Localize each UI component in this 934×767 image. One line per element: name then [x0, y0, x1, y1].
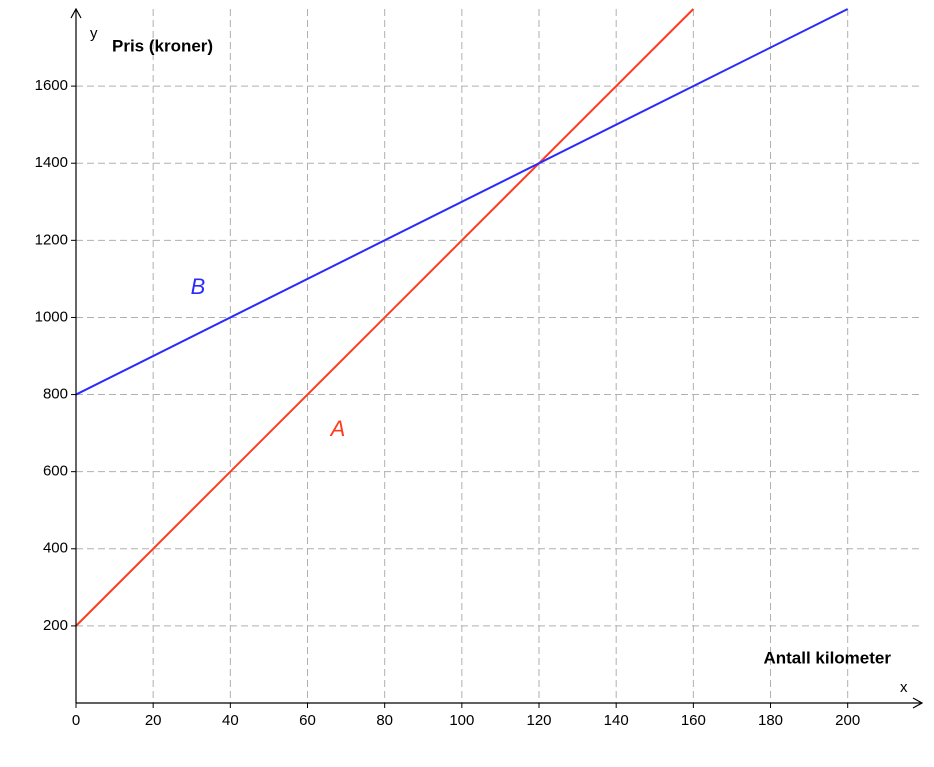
- x-tick-label: 140: [604, 712, 629, 729]
- x-tick-label: 0: [72, 712, 80, 729]
- y-arrow: [70, 7, 82, 19]
- y-axis-name: y: [90, 25, 98, 42]
- y-tick-label: 600: [43, 463, 68, 480]
- x-tick-label: 20: [145, 712, 162, 729]
- x-tick-label: 200: [835, 712, 860, 729]
- x-arrow: [912, 697, 924, 709]
- y-tick-label: 1600: [35, 77, 68, 94]
- y-tick-label: 1200: [35, 231, 68, 248]
- x-tick-label: 40: [222, 712, 239, 729]
- y-tick-label: 1400: [35, 154, 68, 171]
- y-tick-label: 400: [43, 540, 68, 557]
- x-axis-title: Antall kilometer: [763, 648, 891, 667]
- x-tick-label: 160: [681, 712, 706, 729]
- line: [75, 8, 849, 396]
- y-axis-title: Pris (kroner): [112, 36, 213, 55]
- x-axis-name: x: [900, 679, 908, 696]
- y-tick-label: 800: [43, 386, 68, 403]
- legend-label: A: [329, 416, 346, 441]
- plot: [75, 8, 849, 627]
- grid: [71, 9, 921, 708]
- x-tick-label: 80: [376, 712, 393, 729]
- y-tick-label: 1000: [35, 308, 68, 325]
- x-tick-label: 180: [758, 712, 783, 729]
- line: [75, 8, 695, 627]
- x-tick-label: 120: [526, 712, 551, 729]
- legend-label: B: [191, 274, 206, 299]
- x-tick-label: 60: [299, 712, 316, 729]
- x-tick-label: 100: [449, 712, 474, 729]
- y-tick-label: 200: [43, 617, 68, 634]
